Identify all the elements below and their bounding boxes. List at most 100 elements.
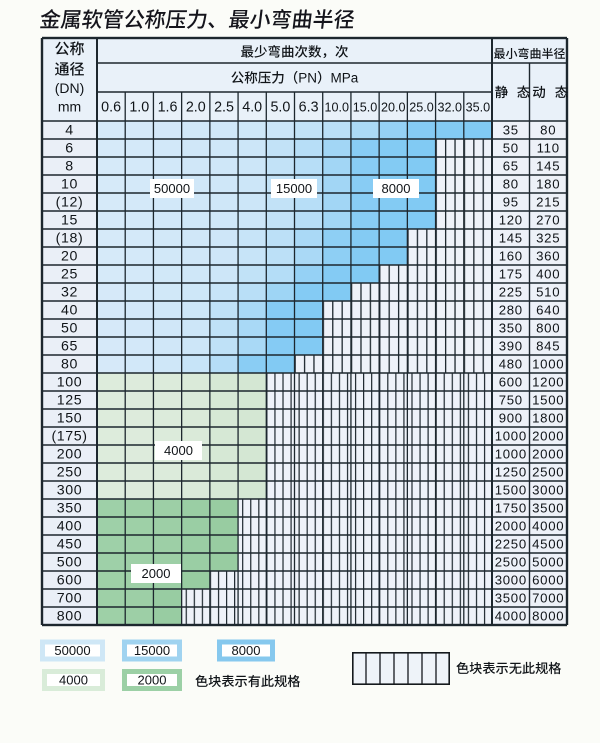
svg-text:50: 50 [503,141,519,156]
svg-text:3000: 3000 [532,483,564,498]
svg-text:1.0: 1.0 [129,100,149,116]
svg-text:7000: 7000 [532,591,564,606]
svg-text:900: 900 [499,411,523,426]
svg-text:(18): (18) [56,231,84,247]
svg-text:公称: 公称 [54,38,84,59]
svg-text:3500: 3500 [532,501,564,516]
svg-text:15000: 15000 [276,181,312,196]
svg-text:(175): (175) [51,429,87,445]
svg-text:2500: 2500 [495,555,527,570]
svg-text:65: 65 [61,339,78,355]
svg-text:20.0: 20.0 [381,101,406,115]
svg-text:250: 250 [57,465,82,481]
svg-text:350: 350 [57,501,82,517]
svg-text:2000: 2000 [532,429,564,444]
svg-text:态: 态 [555,81,569,101]
svg-text:175: 175 [499,267,523,282]
svg-text:25.0: 25.0 [409,101,434,115]
svg-text:50000: 50000 [54,643,90,658]
svg-text:3000: 3000 [495,573,527,588]
svg-text:600: 600 [499,375,523,390]
svg-text:145: 145 [499,231,523,246]
svg-text:180: 180 [536,177,560,192]
svg-text:静: 静 [495,81,509,101]
svg-text:640: 640 [536,303,560,318]
svg-text:(12): (12) [56,195,84,211]
svg-text:2000: 2000 [532,447,564,462]
svg-text:280: 280 [499,303,523,318]
svg-text:215: 215 [536,195,560,210]
svg-text:25: 25 [61,267,78,283]
svg-text:1000: 1000 [495,447,527,462]
svg-text:8000: 8000 [232,643,261,658]
svg-text:(DN): (DN) [55,80,85,96]
svg-text:1000: 1000 [532,357,564,372]
svg-text:325: 325 [536,231,560,246]
svg-text:32.0: 32.0 [437,101,462,115]
svg-text:35.0: 35.0 [466,101,491,115]
svg-text:50: 50 [61,321,78,337]
svg-text:120: 120 [499,213,523,228]
svg-text:125: 125 [57,393,82,409]
svg-text:150: 150 [57,411,82,427]
svg-text:80: 80 [61,357,78,373]
svg-text:1250: 1250 [495,465,527,480]
svg-text:600: 600 [57,573,82,589]
svg-text:8000: 8000 [382,181,411,196]
svg-text:400: 400 [57,519,82,535]
svg-text:1500: 1500 [495,483,527,498]
svg-text:300: 300 [57,483,82,499]
svg-text:510: 510 [536,285,560,300]
svg-text:1750: 1750 [495,501,527,516]
svg-text:2.0: 2.0 [186,100,206,116]
svg-text:80: 80 [540,123,556,138]
svg-text:50000: 50000 [154,181,190,196]
svg-text:80: 80 [503,177,519,192]
svg-text:最小弯曲半径: 最小弯曲半径 [493,45,565,62]
svg-text:20: 20 [61,249,78,265]
svg-text:800: 800 [57,609,82,625]
svg-text:6: 6 [65,141,74,157]
svg-text:5.0: 5.0 [270,100,290,116]
svg-text:1000: 1000 [495,429,527,444]
svg-text:65: 65 [503,159,519,174]
svg-text:5000: 5000 [532,555,564,570]
svg-text:40: 40 [61,303,78,319]
svg-text:2500: 2500 [532,465,564,480]
svg-text:色块表示无此规格: 色块表示无此规格 [456,658,562,677]
svg-text:4000: 4000 [59,673,88,688]
svg-text:15: 15 [61,213,78,229]
svg-text:350: 350 [499,321,523,336]
svg-text:2000: 2000 [138,673,167,688]
svg-text:mm: mm [58,99,81,115]
svg-text:390: 390 [499,339,523,354]
svg-text:270: 270 [536,213,560,228]
svg-text:公称压力（PN）MPa: 公称压力（PN）MPa [231,67,359,87]
svg-text:通径: 通径 [54,59,84,80]
svg-text:6.3: 6.3 [299,100,319,116]
svg-text:400: 400 [536,267,560,282]
svg-text:4000: 4000 [532,519,564,534]
svg-text:4000: 4000 [164,443,193,458]
svg-text:225: 225 [499,285,523,300]
svg-text:450: 450 [57,537,82,553]
svg-text:700: 700 [57,591,82,607]
svg-text:2000: 2000 [142,566,171,581]
svg-text:360: 360 [536,249,560,264]
svg-text:6000: 6000 [532,573,564,588]
svg-text:1500: 1500 [532,393,564,408]
svg-text:32: 32 [61,285,78,301]
svg-text:200: 200 [57,447,82,463]
svg-text:480: 480 [499,357,523,372]
svg-text:1800: 1800 [532,411,564,426]
svg-text:145: 145 [536,159,560,174]
svg-text:色块表示有此规格: 色块表示有此规格 [195,671,301,690]
svg-text:2.5: 2.5 [214,100,234,116]
svg-text:800: 800 [536,321,560,336]
svg-text:8000: 8000 [532,609,564,624]
svg-text:1200: 1200 [532,375,564,390]
svg-text:500: 500 [57,555,82,571]
svg-text:160: 160 [499,249,523,264]
svg-text:3500: 3500 [495,591,527,606]
svg-text:2250: 2250 [495,537,527,552]
